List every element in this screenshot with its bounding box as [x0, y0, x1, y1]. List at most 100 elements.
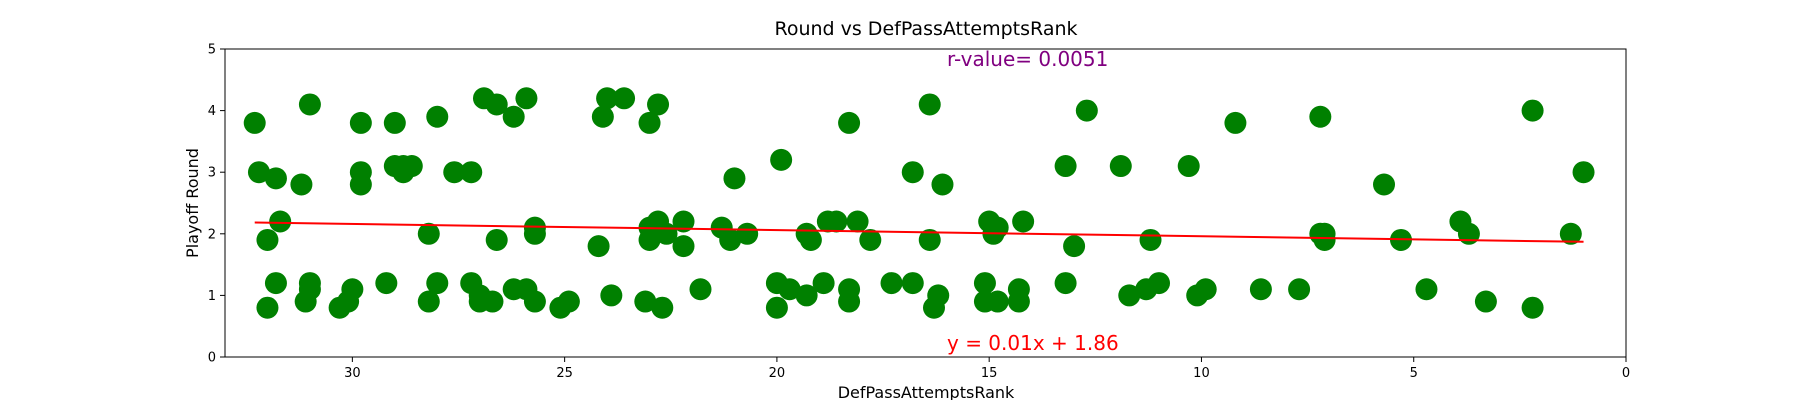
data-point	[426, 105, 449, 128]
data-point	[1109, 155, 1132, 178]
r-value-annotation: r-value= 0.0051	[947, 47, 1108, 71]
data-point	[481, 290, 504, 313]
data-point	[689, 278, 712, 301]
data-point	[349, 111, 372, 134]
x-tick-label: 30	[344, 366, 361, 381]
x-tick-label: 5	[1410, 366, 1418, 381]
data-point	[443, 161, 466, 184]
x-tick-label: 25	[556, 366, 573, 381]
data-point	[1012, 210, 1035, 233]
data-point	[557, 290, 580, 313]
data-point	[1288, 278, 1311, 301]
data-point	[672, 235, 695, 258]
plot-frame	[224, 48, 1627, 358]
data-point	[264, 272, 287, 295]
data-point	[1521, 296, 1544, 319]
data-point	[1309, 105, 1332, 128]
data-point	[1415, 278, 1438, 301]
data-point	[1054, 155, 1077, 178]
data-point	[672, 210, 695, 233]
data-point	[349, 173, 372, 196]
data-point	[1063, 235, 1086, 258]
data-point	[1521, 99, 1544, 122]
data-point	[770, 148, 793, 171]
data-point	[485, 228, 508, 251]
data-point	[1118, 284, 1141, 307]
data-point	[795, 284, 818, 307]
data-point	[812, 272, 835, 295]
data-point	[986, 290, 1009, 313]
x-tick-label: 10	[1193, 366, 1210, 381]
data-point	[591, 105, 614, 128]
data-point	[341, 278, 364, 301]
data-point	[901, 272, 924, 295]
data-point	[778, 278, 801, 301]
data-point	[1373, 173, 1396, 196]
data-point	[973, 272, 996, 295]
data-point	[515, 87, 538, 110]
data-point	[846, 210, 869, 233]
y-tick-label: 3	[208, 166, 216, 181]
data-point	[918, 93, 941, 116]
data-point	[256, 296, 279, 319]
data-point	[523, 290, 546, 313]
y-tick-label: 0	[208, 351, 216, 366]
data-point	[1457, 222, 1480, 245]
x-tick-label: 15	[981, 366, 998, 381]
data-point	[383, 111, 406, 134]
y-tick-label: 4	[208, 104, 216, 119]
data-point	[587, 235, 610, 258]
data-point	[426, 272, 449, 295]
x-tick-label: 0	[1622, 366, 1630, 381]
data-point	[1224, 111, 1247, 134]
data-point	[723, 167, 746, 190]
y-tick-label: 2	[208, 227, 216, 242]
data-point	[1249, 278, 1272, 301]
data-point	[600, 284, 623, 307]
data-point	[298, 278, 321, 301]
data-point	[1194, 278, 1217, 301]
data-point	[290, 173, 313, 196]
y-tick-label: 5	[208, 43, 216, 58]
data-point	[931, 173, 954, 196]
data-point	[986, 216, 1009, 239]
data-point	[1474, 290, 1497, 313]
data-point	[247, 161, 270, 184]
data-point	[485, 93, 508, 116]
data-point	[859, 228, 882, 251]
x-tick-label: 20	[769, 366, 786, 381]
x-axis-label: DefPassAttemptsRank	[838, 383, 1015, 400]
data-points	[243, 87, 1595, 319]
data-point	[523, 222, 546, 245]
data-point	[375, 272, 398, 295]
x-axis: 30 25 20 15 10 5 0	[344, 357, 1630, 381]
data-point	[880, 272, 903, 295]
data-point	[1075, 99, 1098, 122]
data-point	[1054, 272, 1077, 295]
data-point	[927, 284, 950, 307]
data-point	[264, 167, 287, 190]
fit-line	[254, 221, 1584, 243]
data-point	[901, 161, 924, 184]
data-point	[1559, 222, 1582, 245]
data-point	[1007, 290, 1030, 313]
data-point	[647, 93, 670, 116]
data-point	[1572, 161, 1595, 184]
data-point	[736, 222, 759, 245]
data-point	[502, 105, 525, 128]
data-point	[596, 87, 619, 110]
data-point	[918, 228, 941, 251]
data-point	[1139, 228, 1162, 251]
chart-title: Round vs DefPassAttemptsRank	[774, 18, 1077, 40]
data-point	[825, 210, 848, 233]
data-point	[269, 210, 292, 233]
data-point	[651, 296, 674, 319]
data-point	[719, 228, 742, 251]
data-point	[1148, 272, 1170, 295]
data-point	[838, 290, 861, 313]
data-point	[460, 161, 483, 184]
data-point	[1313, 228, 1336, 251]
data-point	[243, 111, 266, 134]
